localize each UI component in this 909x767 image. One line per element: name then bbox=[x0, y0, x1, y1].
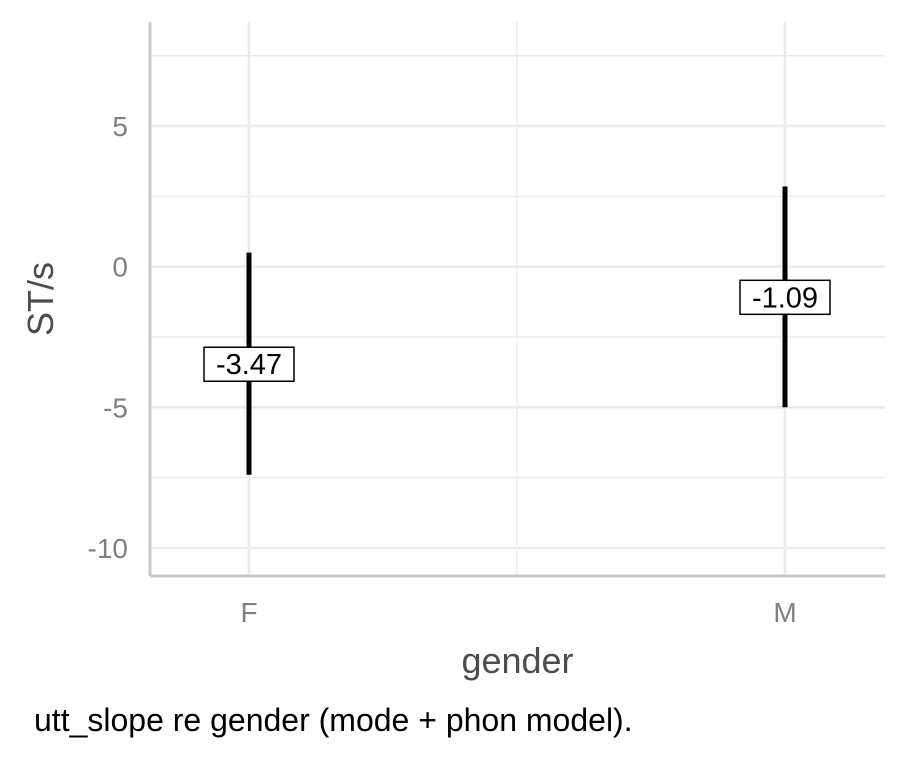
error-bar-M: -1.09 bbox=[739, 186, 831, 408]
estimate-label-box bbox=[203, 346, 295, 382]
y-tick-label: -10 bbox=[88, 533, 128, 564]
error-bars: -3.47 -1.09 bbox=[203, 186, 831, 475]
x-tick-label: F bbox=[240, 597, 257, 628]
y-axis-title: ST/s bbox=[20, 262, 61, 336]
estimate-label-box bbox=[739, 279, 831, 316]
estimate-label: -1.09 bbox=[752, 282, 818, 314]
error-bar-F: -3.47 bbox=[203, 252, 295, 475]
y-tick-label: 0 bbox=[112, 252, 128, 283]
grid bbox=[150, 22, 885, 576]
axes bbox=[148, 22, 885, 578]
y-tick-label: -5 bbox=[103, 392, 128, 423]
figure-caption: utt_slope re gender (mode + phon model). bbox=[34, 702, 633, 738]
estimate-label: -3.47 bbox=[216, 349, 282, 381]
x-tick-label: M bbox=[773, 597, 796, 628]
y-tick-labels: -10 -5 0 5 bbox=[88, 111, 128, 564]
x-axis-title: gender bbox=[461, 640, 573, 681]
y-tick-label: 5 bbox=[112, 111, 128, 142]
